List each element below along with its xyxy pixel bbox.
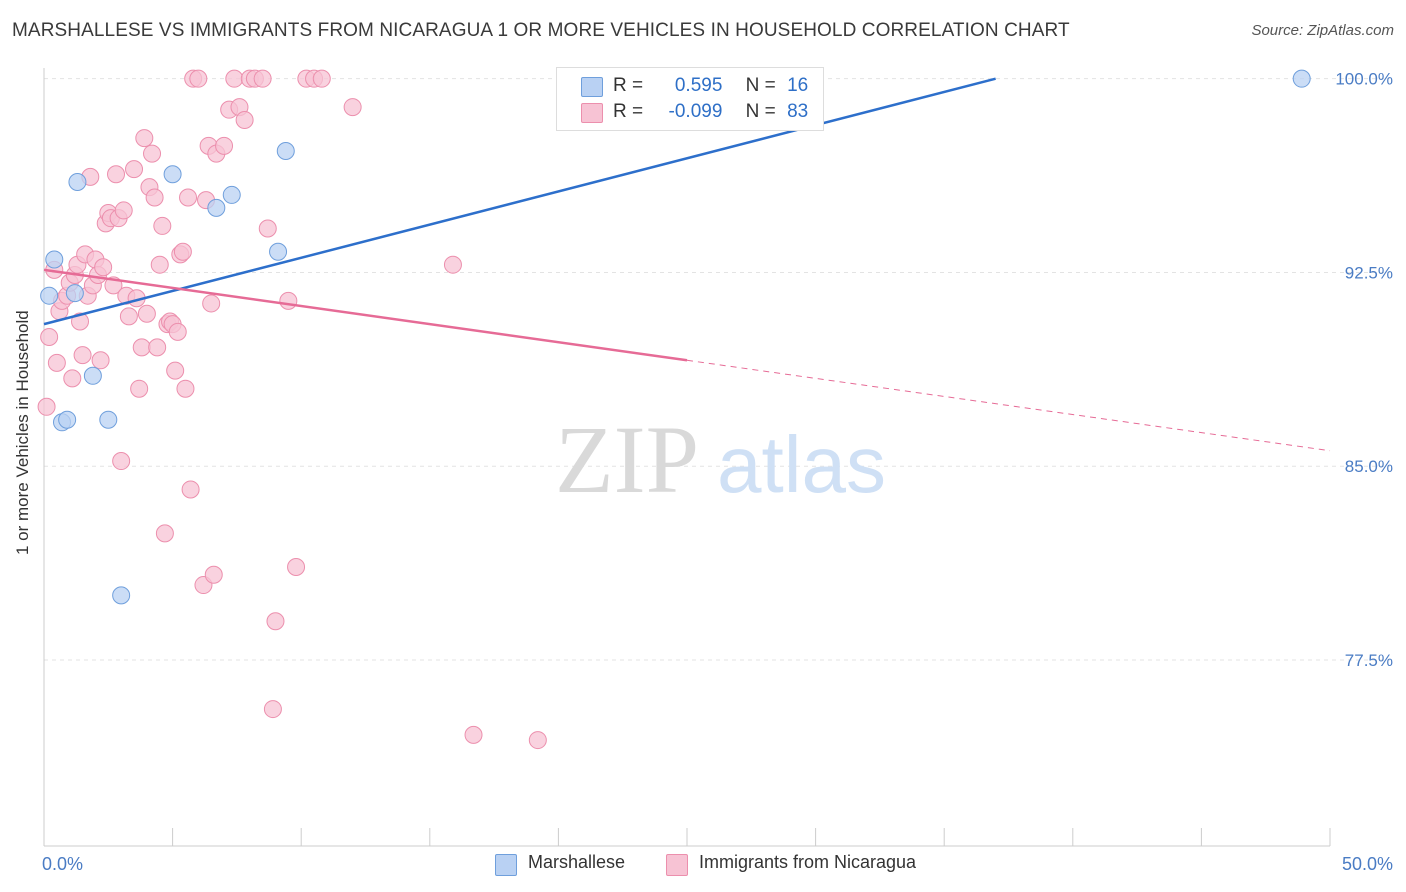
y-tick-label: 100.0%: [1335, 70, 1393, 89]
legend-swatch-marshallese: [581, 77, 603, 97]
watermark-zip: ZIP: [555, 406, 699, 513]
marshallese-point: [207, 198, 226, 217]
nicaragua-point: [40, 328, 59, 347]
bottom-legend-label-marshallese: Marshallese: [528, 852, 626, 872]
y-tick-label: 77.5%: [1345, 651, 1393, 670]
nicaragua-point: [258, 219, 277, 238]
nicaragua-point: [107, 165, 126, 184]
marshallese-point: [83, 366, 102, 385]
x-tick-label: 0.0%: [42, 854, 83, 874]
watermark: ZIP atlas: [555, 406, 886, 513]
nicaragua-point: [137, 304, 156, 323]
nicaragua-point: [266, 612, 285, 631]
nicaragua-point: [91, 351, 110, 370]
nicaragua-point: [279, 291, 298, 310]
tick-label-layer: 77.5% 85.0% 92.5% 100.0% 0.0% 50.0%: [42, 70, 1393, 874]
nicaragua-point: [153, 216, 172, 235]
nicaragua-point: [132, 338, 151, 357]
bottom-legend-label-nicaragua: Immigrants from Nicaragua: [699, 852, 917, 872]
nicaragua-point: [181, 480, 200, 499]
chart-title: MARSHALLESE VS IMMIGRANTS FROM NICARAGUA…: [12, 20, 1070, 41]
nicaragua-point: [312, 69, 331, 88]
nicaragua-point: [114, 201, 133, 220]
nicaragua-point: [225, 69, 244, 88]
nicaragua-point: [119, 307, 138, 326]
nicaragua-point: [71, 312, 90, 331]
nicaragua-point: [73, 346, 92, 365]
trend-layer: [43, 77, 1331, 452]
marshallese-point: [1292, 69, 1311, 88]
marshallese-point: [222, 185, 241, 204]
nicaragua-point: [155, 524, 174, 543]
nicaragua-point: [148, 338, 167, 357]
legend-r-label: R =: [613, 75, 644, 96]
marshallese-point: [163, 165, 182, 184]
y-axis-label: 1 or more Vehicles in Household: [13, 310, 32, 555]
marshallese-point: [68, 173, 87, 192]
y-tick-label: 85.0%: [1345, 457, 1393, 476]
nicaragua-point: [47, 353, 66, 372]
correlation-legend: R = 0.595 N = 16 R = -0.099 N = 83: [556, 67, 824, 131]
nicaragua-point: [528, 731, 547, 750]
nicaragua-point: [443, 255, 462, 274]
legend-swatch-nicaragua: [581, 103, 603, 123]
marshallese-point: [40, 286, 59, 305]
nicaragua-point: [263, 700, 282, 719]
nicaragua-point: [125, 160, 144, 179]
marshallese-trend-line: [43, 77, 996, 326]
nicaragua-point: [168, 322, 187, 341]
nicaragua-point: [287, 557, 306, 576]
marshallese-point: [58, 410, 77, 429]
nicaragua-point: [94, 258, 113, 277]
watermark-atlas: atlas: [717, 420, 886, 509]
points-layer: [37, 69, 1311, 750]
marshallese-point: [65, 284, 84, 303]
marshallese-point: [45, 250, 64, 269]
nicaragua-point: [215, 136, 234, 155]
x-tick-label: 50.0%: [1342, 854, 1393, 874]
nicaragua-point: [235, 111, 254, 130]
nicaragua-point: [150, 255, 169, 274]
legend-n-label: N =: [745, 101, 776, 122]
bottom-legend-swatch-marshallese: [495, 854, 517, 876]
marshallese-point: [99, 410, 118, 429]
legend-n-value: 16: [787, 75, 809, 96]
nicaragua-point: [37, 397, 56, 416]
nicaragua-point: [112, 452, 131, 471]
bottom-legend-swatch-nicaragua: [666, 854, 688, 876]
nicaragua-point: [464, 725, 483, 744]
legend-r-label: R =: [613, 101, 644, 122]
nicaragua-trend-extension: [686, 359, 1331, 452]
nicaragua-point: [63, 369, 82, 388]
marshallese-point: [112, 586, 131, 605]
source-label: Source: ZipAtlas.com: [1251, 22, 1394, 39]
nicaragua-point: [204, 565, 223, 584]
marshallese-point: [276, 142, 295, 161]
legend-n-label: N =: [745, 75, 776, 96]
nicaragua-point: [166, 361, 185, 380]
nicaragua-point: [189, 69, 208, 88]
nicaragua-point: [145, 188, 164, 207]
nicaragua-point: [176, 379, 195, 398]
axis-layer: [43, 68, 1331, 847]
legend-r-value: 0.595: [674, 75, 723, 96]
nicaragua-point: [253, 69, 272, 88]
nicaragua-point: [179, 188, 198, 207]
nicaragua-trend-line: [43, 268, 688, 362]
y-tick-label: 92.5%: [1345, 263, 1393, 282]
marshallese-point: [269, 242, 288, 261]
legend-r-value: -0.099: [668, 101, 723, 122]
nicaragua-point: [202, 294, 221, 313]
nicaragua-point: [130, 379, 149, 398]
legend-n-value: 83: [787, 101, 809, 122]
nicaragua-point: [173, 242, 192, 261]
nicaragua-point: [343, 98, 362, 117]
nicaragua-point: [135, 129, 154, 148]
nicaragua-point: [143, 144, 162, 163]
